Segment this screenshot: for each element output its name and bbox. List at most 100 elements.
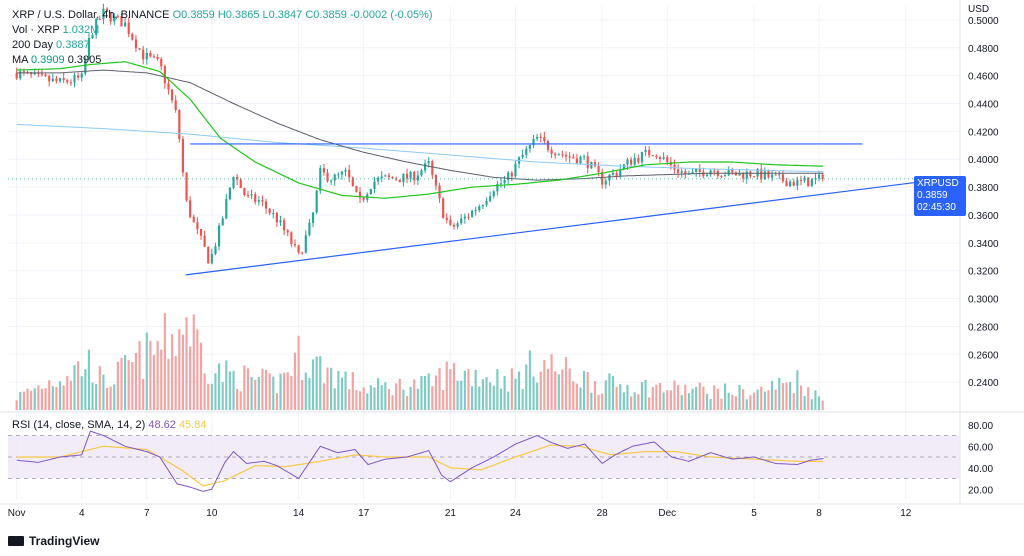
volume-bar <box>272 376 275 410</box>
volume-bar <box>442 390 445 410</box>
volume-bar <box>781 383 784 410</box>
candle-body <box>666 157 669 162</box>
candle-body <box>380 176 383 179</box>
candle-body <box>463 216 466 219</box>
volume-bar <box>424 375 427 410</box>
candle-body <box>69 82 72 84</box>
candle-body <box>583 156 586 158</box>
candle-body <box>351 177 354 187</box>
price-tick-label: 0.5000 <box>968 16 999 27</box>
volume-bar <box>731 394 734 410</box>
volume-bar <box>767 390 770 410</box>
candle-body <box>73 75 76 83</box>
volume-bar <box>40 388 44 410</box>
volume-bar <box>778 377 781 410</box>
candle-body <box>525 148 528 155</box>
candle-body <box>293 243 297 246</box>
candle-body <box>210 253 213 264</box>
rsi-label: RSI (14, close, SMA, 14, 2) <box>12 419 146 431</box>
volume-bar <box>575 383 578 410</box>
volume-bar <box>756 389 759 410</box>
volume-bar <box>546 368 550 410</box>
time-tick-label: 24 <box>510 508 522 519</box>
candle-body <box>449 219 452 225</box>
candle-body <box>98 19 101 21</box>
candle-body <box>677 169 680 173</box>
volume-bar <box>662 392 665 410</box>
candle-body <box>521 154 524 158</box>
candle-body <box>185 172 188 201</box>
tradingview-logo[interactable]: TradingView <box>8 534 99 548</box>
candle-body <box>217 225 221 247</box>
candle-body <box>575 158 578 164</box>
rsi-sma-line <box>16 444 824 487</box>
chart-legend: XRP / U.S. Dollar, 4h, BINANCE O0.3859 H… <box>12 8 433 68</box>
price-pane <box>8 6 960 410</box>
volume-bar <box>597 394 600 410</box>
candle-body <box>246 195 250 197</box>
candle-body <box>774 174 777 176</box>
candle-body <box>814 178 817 180</box>
candle-body <box>236 176 239 180</box>
volume-bar <box>785 382 788 410</box>
volume-bar <box>293 352 297 410</box>
candle-body <box>424 163 427 171</box>
price-tick-label: 0.2600 <box>968 350 999 361</box>
volume-bar <box>669 390 672 410</box>
time-tick-label: 5 <box>751 508 757 519</box>
candle-body <box>250 194 253 196</box>
candle-body <box>626 159 629 165</box>
volume-label: Vol · XRP <box>12 24 60 36</box>
candle-body <box>452 224 456 227</box>
volume-bar <box>124 355 127 410</box>
volume-bar <box>485 377 488 410</box>
last-price-tag: XRPUSD 0.3859 02:45:30 <box>914 176 966 216</box>
volume-bar <box>210 383 213 410</box>
volume-bar <box>521 389 524 410</box>
volume-bar <box>445 361 448 410</box>
candle-body <box>152 56 156 58</box>
candle-body <box>756 168 759 177</box>
volume-bar <box>297 335 300 410</box>
candle-body <box>489 196 492 201</box>
candle-body <box>290 232 293 244</box>
candle-body <box>611 173 615 175</box>
volume-bar <box>452 363 456 410</box>
volume-bar <box>554 371 557 410</box>
price-tick-label: 0.4200 <box>968 127 999 138</box>
time-tick-label: Dec <box>658 508 676 519</box>
candle-body <box>192 216 195 223</box>
volume-bar <box>160 349 163 410</box>
candle-body <box>279 220 282 223</box>
candle-body <box>554 153 557 156</box>
volume-bar <box>91 382 94 410</box>
volume-bar <box>770 381 774 410</box>
candle-body <box>431 161 434 176</box>
volume-bar <box>311 359 315 410</box>
candle-body <box>702 171 705 177</box>
candle-body <box>384 175 387 177</box>
candle-body <box>749 171 752 177</box>
volume-bar <box>19 392 22 410</box>
candle-body <box>644 149 647 152</box>
candle-body <box>648 149 651 156</box>
volume-bar <box>337 370 340 410</box>
volume-bar <box>760 386 763 410</box>
volume-bar <box>283 372 286 410</box>
rsi-value: 48.62 <box>148 419 176 431</box>
candle-body <box>84 58 87 74</box>
volume-bar <box>651 387 654 410</box>
volume-bar <box>402 389 405 410</box>
candle-body <box>622 164 625 170</box>
candle-body <box>113 15 116 22</box>
candle-body <box>105 8 109 12</box>
candle-body <box>550 149 553 154</box>
candle-body <box>199 229 203 236</box>
volume-bar <box>174 356 177 410</box>
candle-body <box>543 137 546 142</box>
candle-body <box>109 11 112 22</box>
ma200-label: 200 Day <box>12 39 53 51</box>
candle-body <box>507 172 510 180</box>
candle-body <box>196 222 199 230</box>
